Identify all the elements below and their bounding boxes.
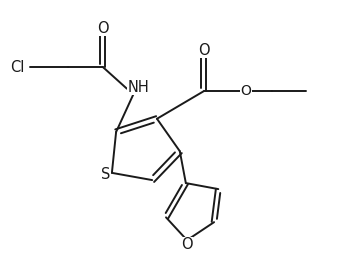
Text: NH: NH — [127, 80, 149, 95]
Text: O: O — [198, 43, 210, 58]
Text: O: O — [241, 84, 251, 97]
Text: S: S — [101, 166, 111, 182]
Text: Cl: Cl — [10, 60, 25, 75]
Text: O: O — [181, 237, 193, 253]
Text: O: O — [97, 20, 109, 36]
